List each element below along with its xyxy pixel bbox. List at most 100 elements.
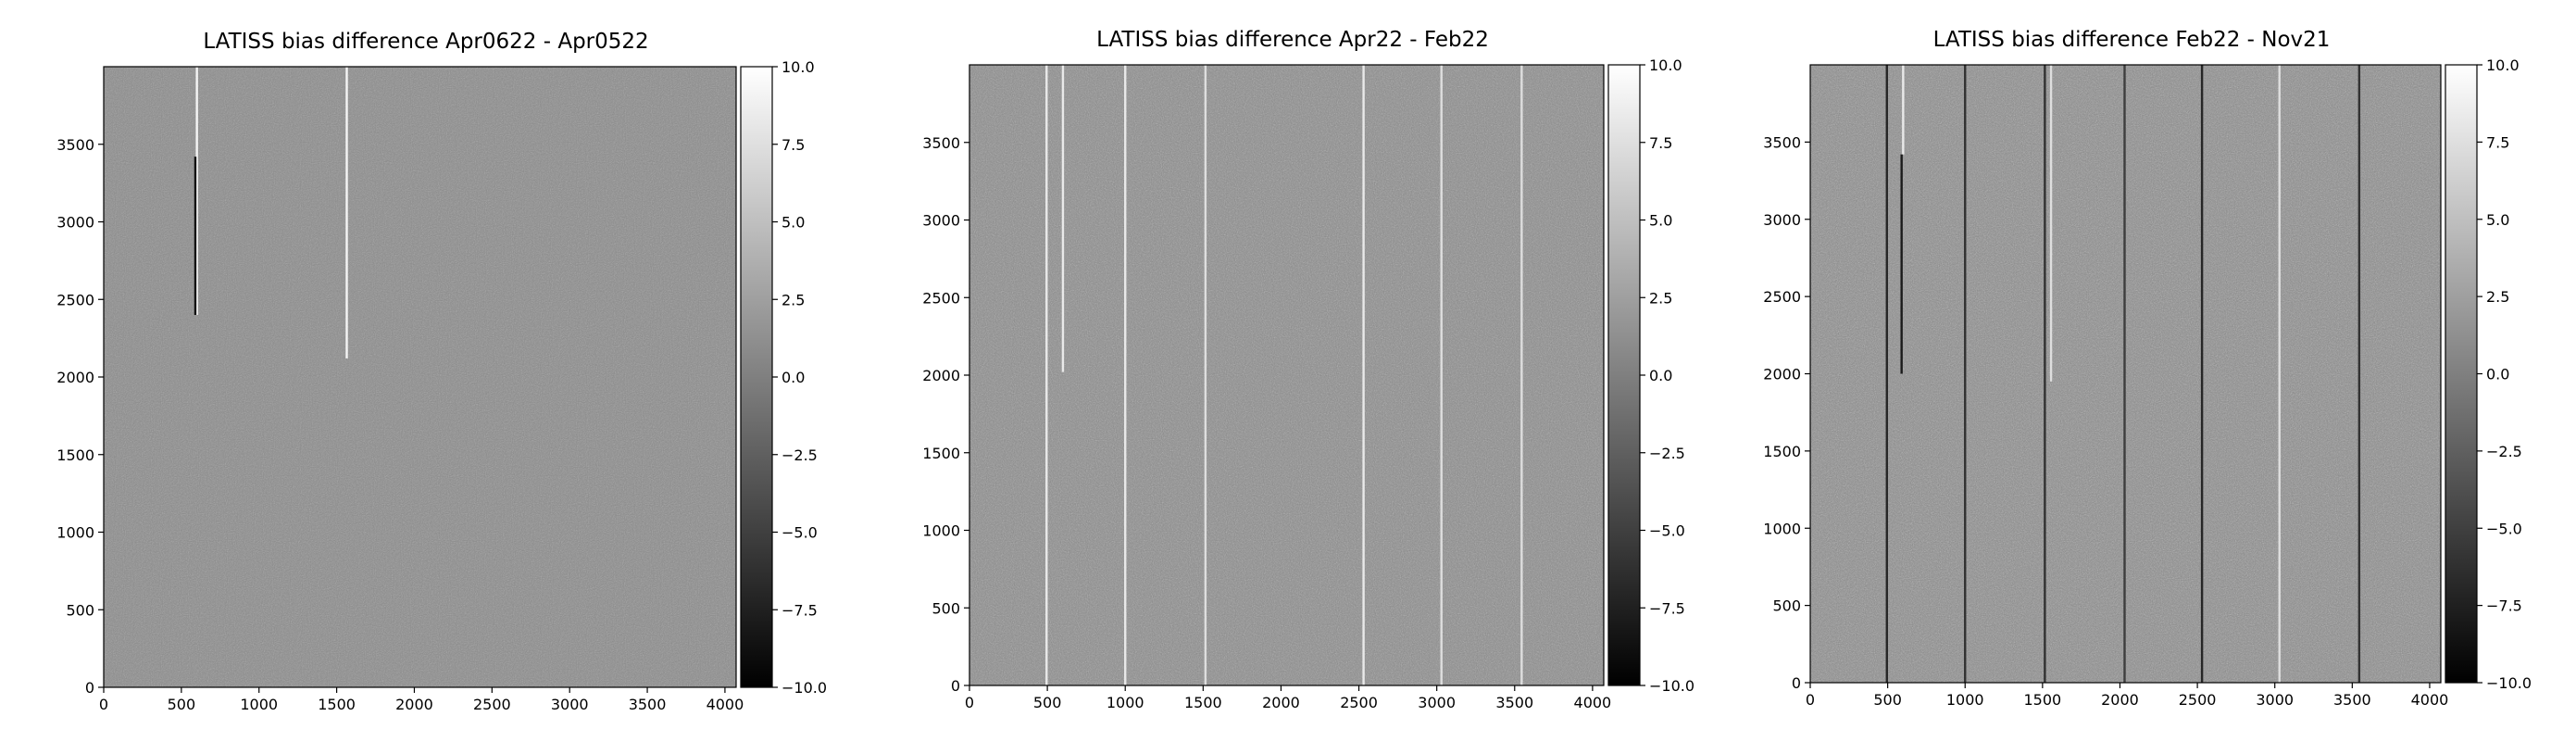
panel-3-y-tick-label: 1000 [1763,520,1801,537]
panel-1-x-tick-label: 4000 [707,696,744,713]
panel-3-column-feature-9 [2278,65,2281,683]
panel-1-y-tick-label: 1000 [56,524,94,542]
panel-2-column-feature-1 [1045,65,1048,685]
panel-2-column-feature-2 [1061,65,1065,372]
panel-1-title: LATISS bias difference Apr0622 - Apr0522 [203,30,648,54]
panel-1-y-tick-label: 3500 [56,136,94,154]
panel-2-x-tick-label: 3000 [1418,694,1456,711]
panel-2-column-feature-7 [1520,65,1523,685]
panel-1-column-feature-2 [194,157,197,315]
panel-2-x-tick-label: 1500 [1184,694,1222,711]
panel-1-x-tick-label: 0 [99,696,108,713]
panel-3-column-feature-2 [1902,65,1905,155]
panel-3-x-tick-label: 500 [1873,691,1902,709]
panel-2-x-tick-label: 2500 [1340,694,1378,711]
panel-2-colorbar-tick-label: 5.0 [1649,212,1672,230]
panel-3-x-tick-label: 4000 [2411,691,2449,709]
panel-2-y-tick-label: 2000 [922,367,960,384]
panel-3-column-feature-8 [2200,65,2204,683]
panel-3-colorbar-tick-label: 0.0 [2486,366,2509,383]
panel-2-x-tick-label: 3500 [1495,694,1533,711]
panel-2-y-tick-label: 3500 [922,134,960,152]
panel-1-x-tick-label: 500 [168,696,196,713]
panel-3-y-tick-label: 2000 [1763,366,1801,383]
panel-2-noise [969,65,1604,685]
panel-2-colorbar-tick-label: 0.0 [1649,367,1672,384]
panel-1-y-tick-label: 3000 [56,214,94,232]
panel-1-colorbar-tick-label: −10.0 [782,679,827,697]
panel-3-colorbar-tick-label: 5.0 [2486,211,2509,229]
panel-3-y-tick-label: 500 [1772,597,1801,615]
panel-3-x-tick-label: 2500 [2179,691,2217,709]
panel-3: LATISS bias difference Feb22 - Nov21 0 50… [1763,28,2532,709]
panel-1-colorbar-tick-label: −2.5 [782,446,818,464]
panel-2-y-tick-label: 2500 [922,289,960,307]
panel-1-column-feature-3 [345,67,348,358]
panel-3-column-feature-1 [1885,65,1888,683]
panel-2-y-tick-label: 0 [951,677,960,695]
panel-1-colorbar [740,66,773,688]
panel-2-colorbar-tick-label: 7.5 [1649,134,1672,152]
panel-2-y-tick-label: 1500 [922,445,960,462]
panel-3-column-feature-6 [2044,65,2046,683]
panel-2-x-tick-label: 4000 [1574,694,1612,711]
panel-2: LATISS bias difference Apr22 - Feb22 0 50… [922,28,1694,711]
panel-1-colorbar-tick-label: −5.0 [782,524,818,542]
panel-1-colorbar-tick-label: 2.5 [782,291,805,308]
panel-3-column-feature-5 [2049,65,2053,382]
panel-3-colorbar-tick-label: 10.0 [2486,57,2520,74]
panel-3-column-feature-3 [1900,154,1903,374]
panel-3-column-feature-7 [2123,65,2126,683]
panel-1-x-tick-label: 1000 [240,696,278,713]
panel-3-column-feature-10 [2357,65,2361,683]
panel-2-title: LATISS bias difference Apr22 - Feb22 [1096,28,1489,52]
panel-1-colorbar-tick-label: 0.0 [782,369,805,386]
panel-1-y-tick-label: 0 [85,679,94,697]
panel-2-colorbar-tick-label: 10.0 [1649,57,1682,74]
panel-2-x-tick-label: 500 [1033,694,1062,711]
panel-2-column-feature-6 [1440,65,1443,685]
panel-3-x-tick-label: 3500 [2333,691,2371,709]
panel-1-y-tick-label: 2000 [56,369,94,386]
panel-3-y-tick-label: 0 [1792,674,1801,692]
panel-1-colorbar-tick-label: −7.5 [782,601,818,619]
panel-1-noise [104,67,736,687]
panel-3-x-tick-label: 3000 [2256,691,2294,709]
panel-2-colorbar-tick-label: 2.5 [1649,289,1672,307]
panel-2-colorbar-tick-label: −5.0 [1649,522,1685,540]
panel-1: LATISS bias difference Apr0622 - Apr0522… [56,30,827,713]
panel-3-x-tick-label: 0 [1806,691,1815,709]
panel-3-y-tick-label: 2500 [1763,288,1801,306]
panel-2-colorbar-tick-label: −7.5 [1649,599,1685,617]
panel-3-x-tick-label: 1500 [2024,691,2062,709]
panel-1-x-tick-label: 3000 [551,696,589,713]
panel-3-colorbar-tick-label: −2.5 [2486,443,2522,460]
panel-1-y-tick-label: 1500 [56,446,94,464]
panel-2-column-feature-5 [1362,65,1365,685]
panel-2-x-tick-label: 1000 [1107,694,1144,711]
panel-2-x-tick-label: 0 [965,694,974,711]
panel-2-y-tick-label: 1000 [922,522,960,540]
panel-1-x-tick-label: 2000 [395,696,433,713]
panel-3-column-feature-4 [1964,65,1967,683]
panel-3-colorbar [2445,64,2478,684]
panel-1-y-tick-label: 2500 [56,291,94,308]
panel-2-colorbar [1607,64,1641,686]
panel-1-x-tick-label: 1500 [318,696,356,713]
panel-1-column-feature-1 [195,67,198,315]
panel-3-colorbar-tick-label: −7.5 [2486,597,2522,615]
panel-2-column-feature-3 [1124,65,1127,685]
panel-2-y-tick-label: 500 [932,599,960,617]
panel-3-y-tick-label: 1500 [1763,443,1801,460]
panel-1-y-tick-label: 500 [66,601,94,619]
panel-3-title: LATISS bias difference Feb22 - Nov21 [1933,28,2331,52]
panel-1-x-tick-label: 2500 [473,696,511,713]
panel-2-colorbar-tick-label: −10.0 [1649,677,1694,695]
panel-2-y-tick-label: 3000 [922,212,960,230]
panel-3-x-tick-label: 2000 [2101,691,2139,709]
panel-1-x-tick-label: 3500 [629,696,667,713]
panel-3-colorbar-tick-label: 2.5 [2486,288,2509,306]
panel-3-colorbar-tick-label: −10.0 [2486,674,2532,692]
panel-2-colorbar-tick-label: −2.5 [1649,445,1685,462]
